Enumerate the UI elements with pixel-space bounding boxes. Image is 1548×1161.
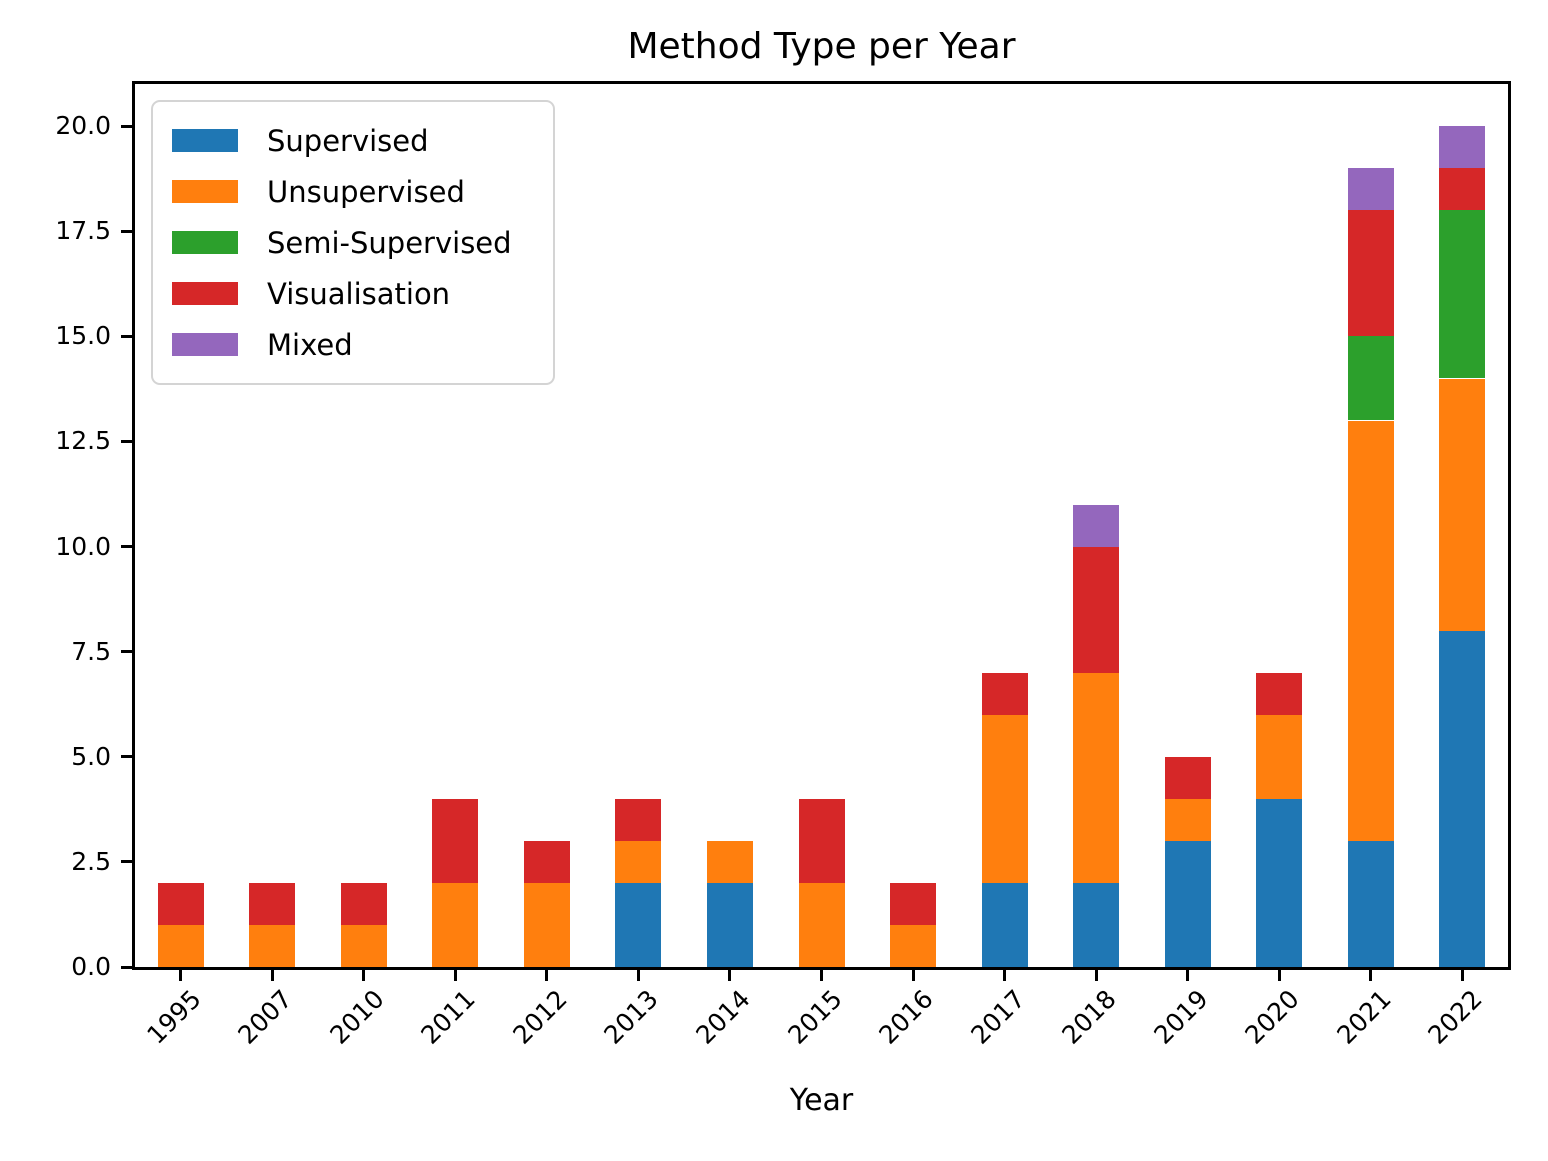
y-tick-label: 0.0 (71, 952, 111, 981)
bar-segment-2022-unsupervised (1439, 379, 1485, 631)
x-tick-mark (362, 970, 365, 981)
bar-segment-2021-supervised (1348, 841, 1394, 967)
x-tick-mark (271, 970, 274, 981)
y-tick-label: 15.0 (55, 321, 111, 350)
x-tick-mark (1369, 970, 1372, 981)
y-tick-mark (121, 230, 132, 233)
x-tick-mark (1278, 970, 1281, 981)
y-tick-label: 17.5 (55, 216, 111, 245)
legend-label: Mixed (267, 327, 353, 362)
bar-segment-2020-unsupervised (1256, 715, 1302, 799)
bar-segment-2016-unsupervised (890, 925, 936, 967)
bar-segment-2014-unsupervised (707, 841, 753, 883)
bar-segment-2012-visualisation (524, 841, 570, 883)
bar-segment-2022-semi-supervised (1439, 210, 1485, 378)
bar-segment-2022-visualisation (1439, 168, 1485, 210)
bar-segment-2017-visualisation (982, 673, 1028, 715)
y-tick-label: 12.5 (55, 426, 111, 455)
bar-segment-2007-visualisation (249, 883, 295, 925)
bar-segment-2021-semi-supervised (1348, 336, 1394, 420)
bar-segment-2012-unsupervised (524, 883, 570, 967)
y-tick-label: 2.5 (71, 847, 111, 876)
legend-swatch-icon (172, 282, 238, 305)
bar-segment-2022-supervised (1439, 631, 1485, 967)
y-tick-label: 20.0 (55, 111, 111, 140)
x-tick-mark (1095, 970, 1098, 981)
bar-segment-2014-supervised (707, 883, 753, 967)
legend-swatch-icon (172, 180, 238, 203)
y-tick-mark (121, 545, 132, 548)
bar-segment-2015-visualisation (799, 799, 845, 883)
legend-label: Visualisation (267, 276, 451, 311)
y-tick-mark (121, 755, 132, 758)
bar-segment-2021-mixed (1348, 168, 1394, 210)
x-tick-mark (1003, 970, 1006, 981)
bar-segment-2011-unsupervised (432, 883, 478, 967)
legend-item-mixed: Mixed (153, 319, 553, 370)
legend-item-visualisation: Visualisation (153, 268, 553, 319)
bar-segment-2011-visualisation (432, 799, 478, 883)
y-tick-mark (121, 860, 132, 863)
y-tick-label: 7.5 (71, 637, 111, 666)
y-tick-mark (121, 650, 132, 653)
bar-segment-2019-supervised (1165, 841, 1211, 967)
bar-segment-2010-unsupervised (341, 925, 387, 967)
x-tick-mark (728, 970, 731, 981)
x-tick-mark (1186, 970, 1189, 981)
legend-label: Semi-Supervised (267, 225, 512, 260)
legend-item-unsupervised: Unsupervised (153, 166, 553, 217)
bar-segment-2010-visualisation (341, 883, 387, 925)
bar-segment-2013-visualisation (615, 799, 661, 841)
legend-item-semi-supervised: Semi-Supervised (153, 217, 553, 268)
bar-segment-2020-visualisation (1256, 673, 1302, 715)
bar-segment-2019-visualisation (1165, 757, 1211, 799)
legend: Supervised Unsupervised Semi-Supervised Vis… (151, 100, 555, 385)
bar-segment-2020-supervised (1256, 799, 1302, 967)
legend-swatch-icon (172, 231, 238, 254)
y-tick-mark (121, 440, 132, 443)
x-tick-mark (912, 970, 915, 981)
y-tick-mark (121, 125, 132, 128)
bar-segment-2018-supervised (1073, 883, 1119, 967)
bar-segment-2019-unsupervised (1165, 799, 1211, 841)
x-tick-mark (820, 970, 823, 981)
bar-segment-1995-visualisation (158, 883, 204, 925)
x-tick-mark (545, 970, 548, 981)
bar-segment-2017-supervised (982, 883, 1028, 967)
x-tick-mark (1461, 970, 1464, 981)
bar-segment-2015-unsupervised (799, 883, 845, 967)
bar-segment-2013-supervised (615, 883, 661, 967)
bar-segment-2007-unsupervised (249, 925, 295, 967)
x-tick-mark (454, 970, 457, 981)
bar-segment-1995-unsupervised (158, 925, 204, 967)
bar-segment-2021-visualisation (1348, 210, 1394, 336)
legend-item-supervised: Supervised (153, 115, 553, 166)
bar-segment-2013-unsupervised (615, 841, 661, 883)
bar-segment-2017-unsupervised (982, 715, 1028, 883)
bar-segment-2018-unsupervised (1073, 673, 1119, 883)
y-tick-label: 5.0 (71, 742, 111, 771)
y-tick-mark (121, 966, 132, 969)
bar-segment-2018-mixed (1073, 505, 1119, 547)
plot-area: Supervised Unsupervised Semi-Supervised Vis… (132, 81, 1511, 970)
y-tick-label: 10.0 (55, 532, 111, 561)
bar-segment-2018-visualisation (1073, 547, 1119, 673)
y-tick-mark (121, 335, 132, 338)
legend-label: Unsupervised (267, 174, 465, 209)
chart-title: Method Type per Year (627, 26, 1016, 67)
legend-label: Supervised (267, 123, 429, 158)
bar-segment-2022-mixed (1439, 126, 1485, 168)
legend-swatch-icon (172, 129, 238, 152)
legend-swatch-icon (172, 333, 238, 356)
bar-segment-2021-unsupervised (1348, 421, 1394, 841)
bar-segment-2016-visualisation (890, 883, 936, 925)
x-tick-mark (179, 970, 182, 981)
x-tick-mark (637, 970, 640, 981)
x-axis-label: Year (789, 1083, 854, 1118)
